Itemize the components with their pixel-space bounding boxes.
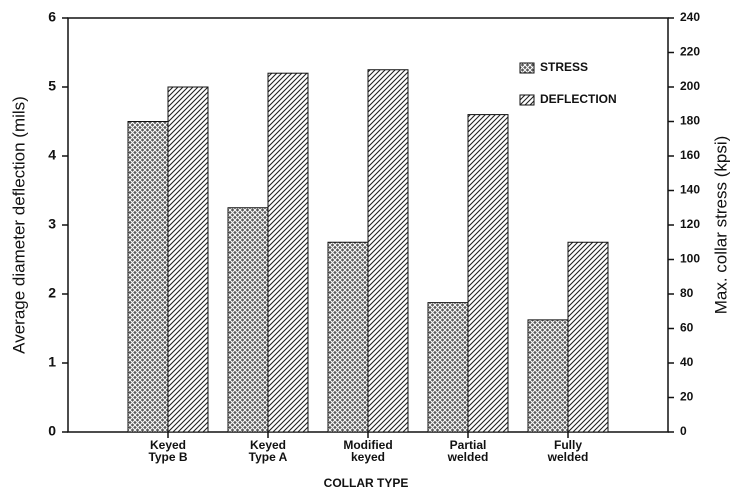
y2-tick-label: 180 — [680, 114, 700, 128]
y-tick-label: 2 — [48, 285, 56, 301]
legend-label: DEFLECTION — [540, 92, 617, 106]
legend-swatch — [519, 94, 535, 106]
bar — [327, 241, 369, 433]
y2-tick-label: 160 — [680, 148, 700, 162]
x-tick-label: Keyed — [250, 438, 286, 452]
x-tick-label: Fully — [554, 438, 582, 452]
bar — [567, 241, 609, 433]
y2-tick-label: 200 — [680, 79, 700, 93]
y2-tick-label: 40 — [680, 355, 694, 369]
y2-tick-label: 80 — [680, 286, 694, 300]
y-axis-label: Average diameter deflection (mils) — [9, 96, 28, 354]
bar — [167, 86, 209, 433]
y-tick-label: 0 — [48, 423, 56, 439]
x-tick-label: Keyed — [150, 438, 186, 452]
y2-tick-label: 120 — [680, 217, 700, 231]
y2-axis-label: Max. collar stress (kpsi) — [711, 136, 730, 315]
x-tick-label: Type A — [249, 450, 288, 464]
y-tick-label: 3 — [48, 216, 56, 232]
y2-tick-label: 60 — [680, 321, 694, 335]
bar — [267, 72, 309, 433]
y-tick-label: 5 — [48, 78, 56, 94]
x-axis-label: COLLAR TYPE — [324, 476, 409, 490]
y-tick-label: 4 — [48, 147, 56, 163]
bar — [427, 302, 469, 433]
x-tick-label: Type B — [148, 450, 187, 464]
bar — [127, 121, 169, 433]
x-tick-label: Partial — [450, 438, 487, 452]
y2-tick-label: 220 — [680, 45, 700, 59]
bar — [467, 114, 509, 433]
y2-tick-label: 100 — [680, 252, 700, 266]
y2-tick-label: 0 — [680, 424, 687, 438]
y-tick-label: 6 — [48, 9, 56, 25]
bar — [227, 207, 269, 433]
y-tick-label: 1 — [48, 354, 56, 370]
legend-swatch — [519, 62, 535, 74]
y2-tick-label: 20 — [680, 390, 694, 404]
bar — [527, 319, 569, 433]
bar — [367, 69, 409, 433]
y2-tick-label: 240 — [680, 10, 700, 24]
x-tick-label: Modified — [343, 438, 392, 452]
y2-tick-label: 140 — [680, 183, 700, 197]
legend-label: STRESS — [540, 60, 588, 74]
x-tick-label: keyed — [351, 450, 385, 464]
x-tick-label: welded — [547, 450, 589, 464]
x-tick-label: welded — [447, 450, 489, 464]
